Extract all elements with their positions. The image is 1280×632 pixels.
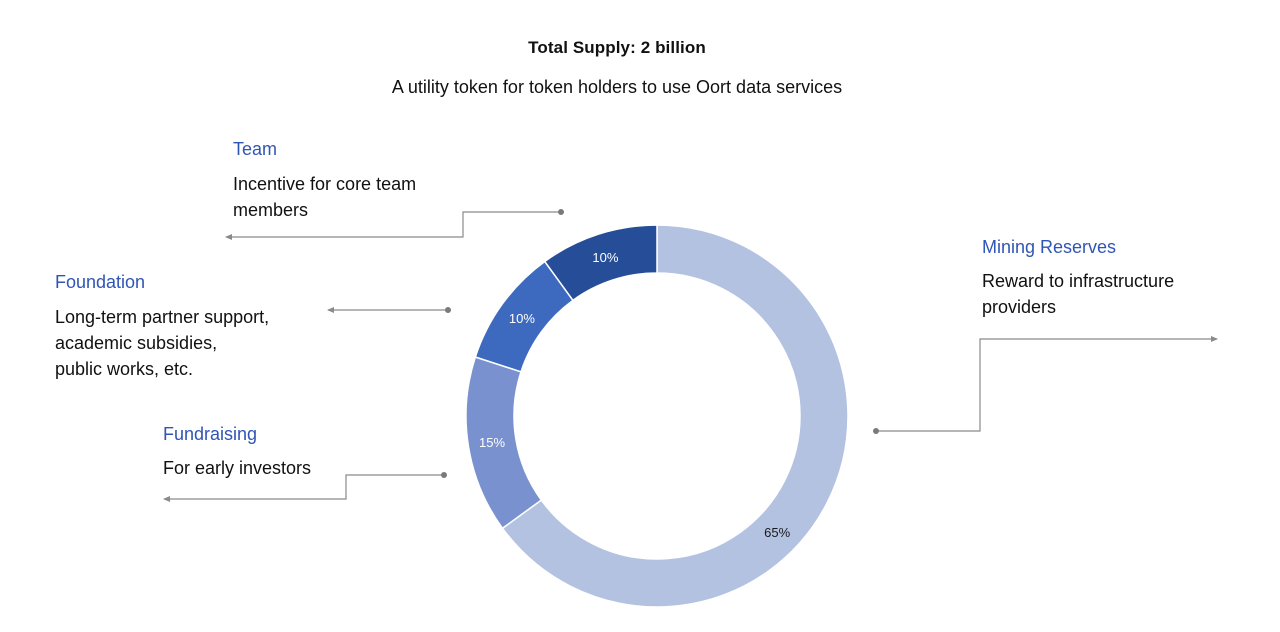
fundraising-desc-line-1: For early investors bbox=[163, 458, 312, 478]
team-desc-line-1: Incentive for core team bbox=[233, 174, 417, 194]
value-label-foundation: 10% bbox=[509, 311, 535, 326]
value-label-team: 10% bbox=[592, 250, 618, 265]
team-label-desc: Incentive for core team members bbox=[233, 171, 416, 223]
chart-subtitle: A utility token for token holders to use… bbox=[391, 77, 843, 97]
foundation-label-desc: Long-term partner support, academic subs… bbox=[55, 304, 269, 382]
donut-slices bbox=[465, 224, 849, 608]
foundation-leader-dot bbox=[445, 307, 451, 313]
fundraising-leader-line bbox=[163, 474, 444, 502]
chart-title: Total Supply: 2 billion bbox=[528, 38, 706, 57]
foundation-label-title: Foundation bbox=[55, 272, 146, 292]
fundraising-label-title: Fundraising bbox=[163, 424, 258, 444]
donut-value-labels: 65% 15% 10% 10% bbox=[479, 250, 791, 540]
fundraising-label-desc: For early investors bbox=[163, 455, 311, 481]
team-label-title: Team bbox=[233, 139, 278, 159]
team-leader-line bbox=[225, 211, 561, 240]
foundation-desc-line-2: academic subsidies, bbox=[55, 333, 218, 353]
mining-desc-line-1: Reward to infrastructure bbox=[982, 271, 1175, 291]
mining-label-title: Mining Reserves bbox=[982, 237, 1117, 257]
slice-mining-reserves bbox=[501, 224, 849, 608]
slice-team bbox=[543, 224, 658, 302]
value-label-mining-reserves: 65% bbox=[764, 525, 790, 540]
mining-leader-line bbox=[876, 336, 1218, 432]
team-leader-dot bbox=[558, 209, 564, 215]
mining-leader-dot bbox=[873, 428, 879, 434]
fundraising-leader-dot bbox=[441, 472, 447, 478]
foundation-desc-line-3: public works, etc. bbox=[55, 359, 194, 379]
mining-desc-line-2: providers bbox=[982, 297, 1057, 317]
foundation-desc-line-1: Long-term partner support, bbox=[55, 307, 270, 327]
team-desc-line-2: members bbox=[233, 200, 309, 220]
value-label-fundraising: 15% bbox=[479, 435, 505, 450]
mining-label-desc: Reward to infrastructure providers bbox=[982, 268, 1174, 320]
